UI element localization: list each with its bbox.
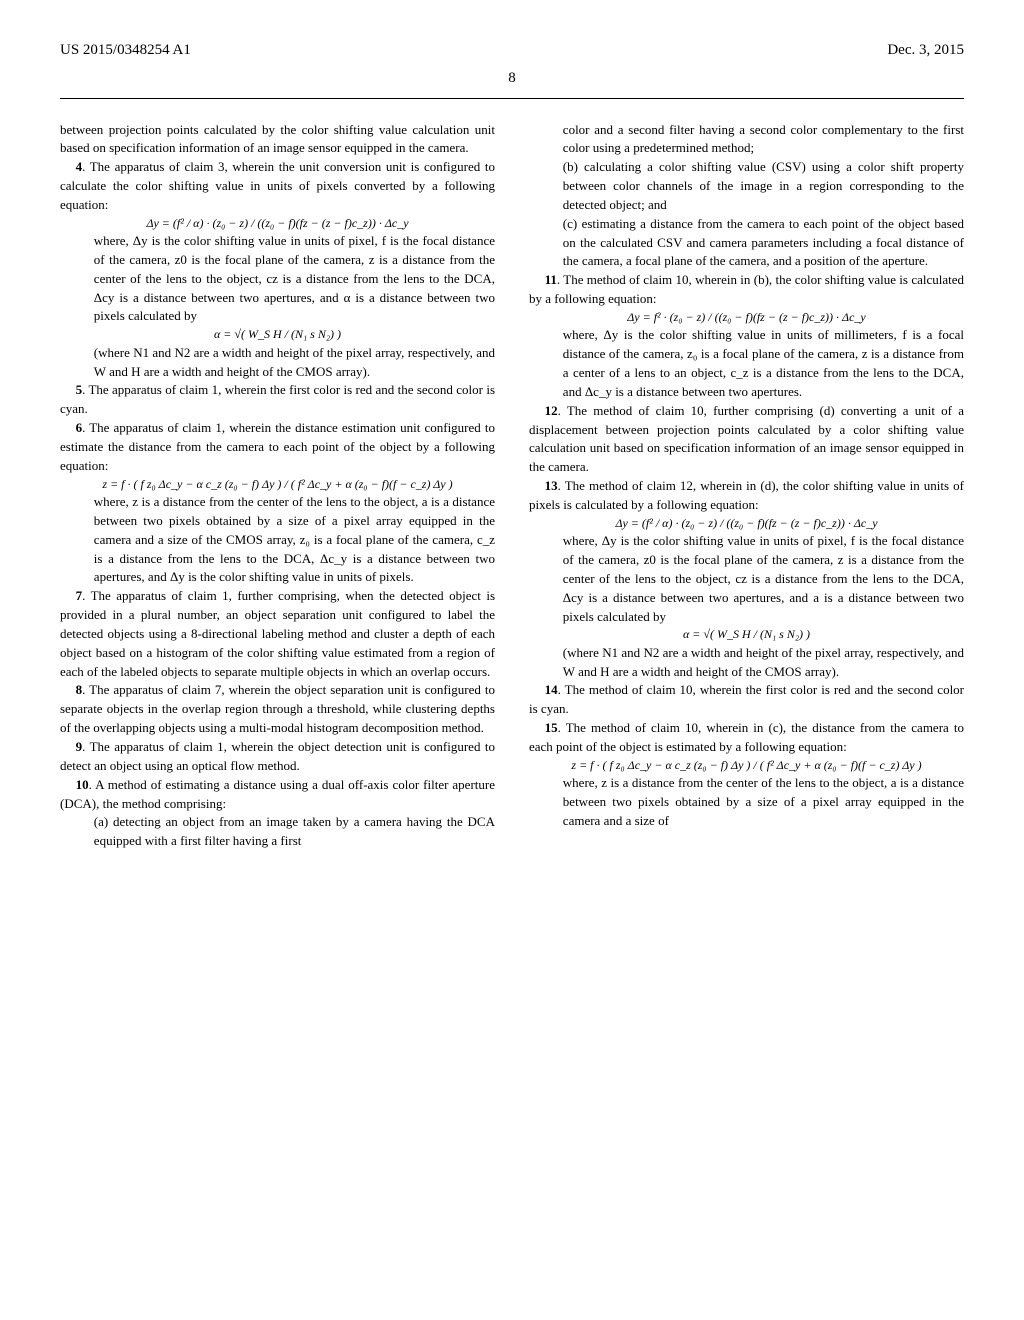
claim-4-where2: (where N1 and N2 are a width and height … [60,344,495,382]
claim-13-text: The method of claim 12, wherein in (d), … [529,478,964,512]
claim-14: 14. The method of claim 10, wherein the … [529,681,964,719]
header-rule [60,98,964,99]
page-header: US 2015/0348254 A1 Dec. 3, 2015 [60,40,964,62]
claim-13: 13. The method of claim 12, wherein in (… [529,477,964,515]
claim-13-where2: (where N1 and N2 are a width and height … [529,644,964,682]
claim-10-a: (a) detecting an object from an image ta… [60,813,495,851]
equation: z = f · ( f z₀ Δc_y − α c_z (z₀ − f) Δy … [60,476,495,493]
claim-7-text: The apparatus of claim 1, further compri… [60,588,495,678]
equation: Δy = f² · (z₀ − z) / ((z₀ − f)(fz − (z −… [529,309,964,326]
claim-8: 8. The apparatus of claim 7, wherein the… [60,681,495,738]
claim-13-where: where, Δy is the color shifting value in… [529,532,964,626]
claim-6: 6. The apparatus of claim 1, wherein the… [60,419,495,476]
claim-5-text: The apparatus of claim 1, wherein the fi… [60,382,495,416]
claim-9-text: The apparatus of claim 1, wherein the ob… [60,739,495,773]
claim-11: 11. The method of claim 10, wherein in (… [529,271,964,309]
pub-number: US 2015/0348254 A1 [60,40,191,62]
equation: α = √( W_S H / (N₁ s N₂) ) [529,626,964,643]
page-number: 8 [60,68,964,90]
claim-15: 15. The method of claim 10, wherein in (… [529,719,964,757]
claim-4-where: where, Δy is the color shifting value in… [60,232,495,326]
claim-4: 4. The apparatus of claim 3, wherein the… [60,158,495,215]
claim-7: 7. The apparatus of claim 1, further com… [60,587,495,681]
claim-10-c: (c) estimating a distance from the camer… [529,215,964,272]
equation: Δy = (f² / α) · (z₀ − z) / ((z₀ − f)(fz … [529,515,964,532]
claim-6-where: where, z is a distance from the center o… [60,493,495,587]
equation: Δy = (f² / α) · (z₀ − z) / ((z₀ − f)(fz … [60,215,495,232]
claim-10-b: (b) calculating a color shifting value (… [529,158,964,215]
equation: α = √( W_S H / (N₁ s N₂) ) [60,326,495,343]
body-columns: between projection points calculated by … [60,121,964,852]
claim-14-text: The method of claim 10, wherein the firs… [529,682,964,716]
claim-10-text: A method of estimating a distance using … [60,777,495,811]
claim-4-text: The apparatus of claim 3, wherein the un… [60,159,495,212]
equation: z = f · ( f z₀ Δc_y − α c_z (z₀ − f) Δy … [529,757,964,774]
claim-11-text: The method of claim 10, wherein in (b), … [529,272,964,306]
claim-12-text: The method of claim 10, further comprisi… [529,403,964,475]
claim-8-text: The apparatus of claim 7, wherein the ob… [60,682,495,735]
claim-10: 10. A method of estimating a distance us… [60,776,495,814]
claim-5: 5. The apparatus of claim 1, wherein the… [60,381,495,419]
claim-15-where: where, z is a distance from the center o… [529,774,964,831]
claim-11-where: where, Δy is the color shifting value in… [529,326,964,401]
claim-6-text: The apparatus of claim 1, wherein the di… [60,420,495,473]
pub-date: Dec. 3, 2015 [887,40,964,62]
claim-9: 9. The apparatus of claim 1, wherein the… [60,738,495,776]
para: between projection points calculated by … [60,121,495,159]
claim-15-text: The method of claim 10, wherein in (c), … [529,720,964,754]
claim-10-a-cont: color and a second filter having a secon… [529,121,964,159]
claim-12: 12. The method of claim 10, further comp… [529,402,964,477]
